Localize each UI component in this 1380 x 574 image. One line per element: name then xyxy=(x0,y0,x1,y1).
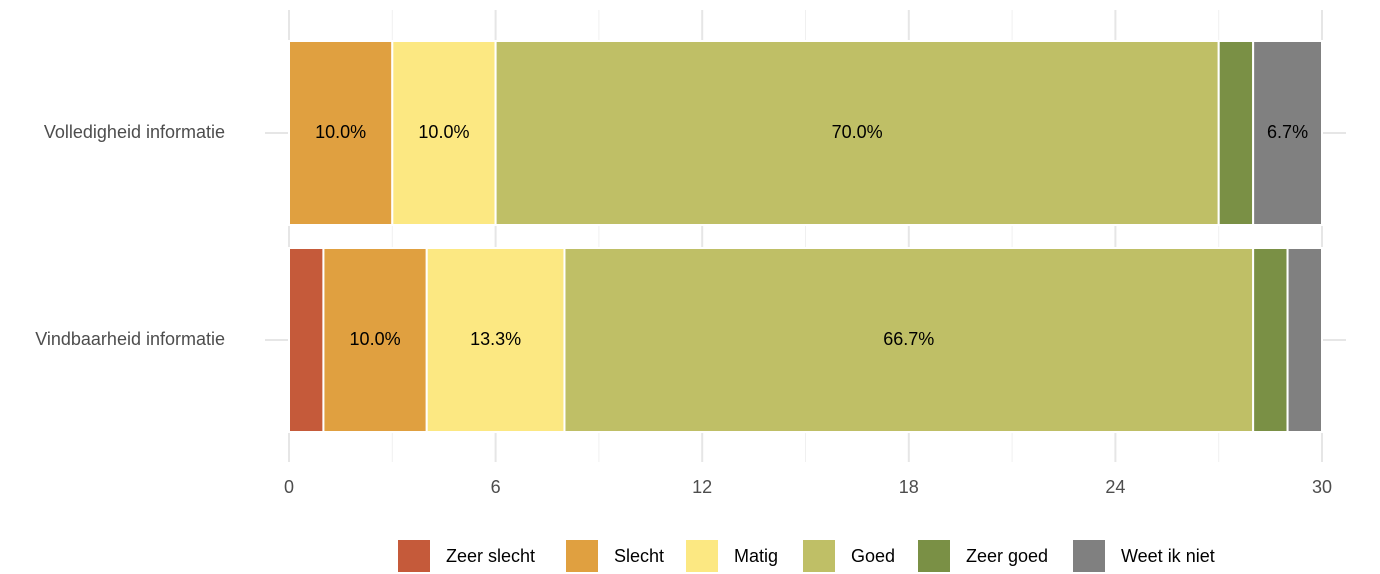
legend-swatch xyxy=(398,540,430,572)
value-label: 10.0% xyxy=(418,122,469,142)
bar-segment xyxy=(1252,40,1323,226)
bar-segment xyxy=(1217,40,1255,226)
legend-label: Goed xyxy=(851,546,895,566)
legend-label: Zeer slecht xyxy=(446,546,535,566)
legend-swatch xyxy=(686,540,718,572)
x-tick-label: 18 xyxy=(899,477,919,497)
value-label: 10.0% xyxy=(350,329,401,349)
x-tick-label: 12 xyxy=(692,477,712,497)
legend-label: Matig xyxy=(734,546,778,566)
legend-label: Weet ik niet xyxy=(1121,546,1215,566)
y-tick-label: Volledigheid informatie xyxy=(44,122,225,142)
bar-segment xyxy=(288,40,394,226)
legend-swatch xyxy=(918,540,950,572)
x-tick-label: 0 xyxy=(284,477,294,497)
bar-segment xyxy=(563,247,1255,433)
bar-segment xyxy=(322,247,428,433)
bar-segment xyxy=(494,40,1220,226)
x-tick-label: 6 xyxy=(491,477,501,497)
value-label: 13.3% xyxy=(470,329,521,349)
value-label: 70.0% xyxy=(832,122,883,142)
bar-segment xyxy=(1252,247,1289,433)
bar-segment xyxy=(1286,247,1323,433)
bar-segment xyxy=(288,247,325,433)
legend-label: Slecht xyxy=(614,546,664,566)
legend-swatch xyxy=(803,540,835,572)
value-label: 10.0% xyxy=(315,122,366,142)
x-tick-label: 24 xyxy=(1105,477,1125,497)
bar-segment xyxy=(391,40,497,226)
x-tick-label: 30 xyxy=(1312,477,1332,497)
y-tick-label: Vindbaarheid informatie xyxy=(35,329,225,349)
value-label: 66.7% xyxy=(883,329,934,349)
legend-swatch xyxy=(1073,540,1105,572)
legend-swatch xyxy=(566,540,598,572)
legend-label: Zeer goed xyxy=(966,546,1048,566)
bar-segment xyxy=(425,247,566,433)
value-label: 6.7% xyxy=(1267,122,1308,142)
